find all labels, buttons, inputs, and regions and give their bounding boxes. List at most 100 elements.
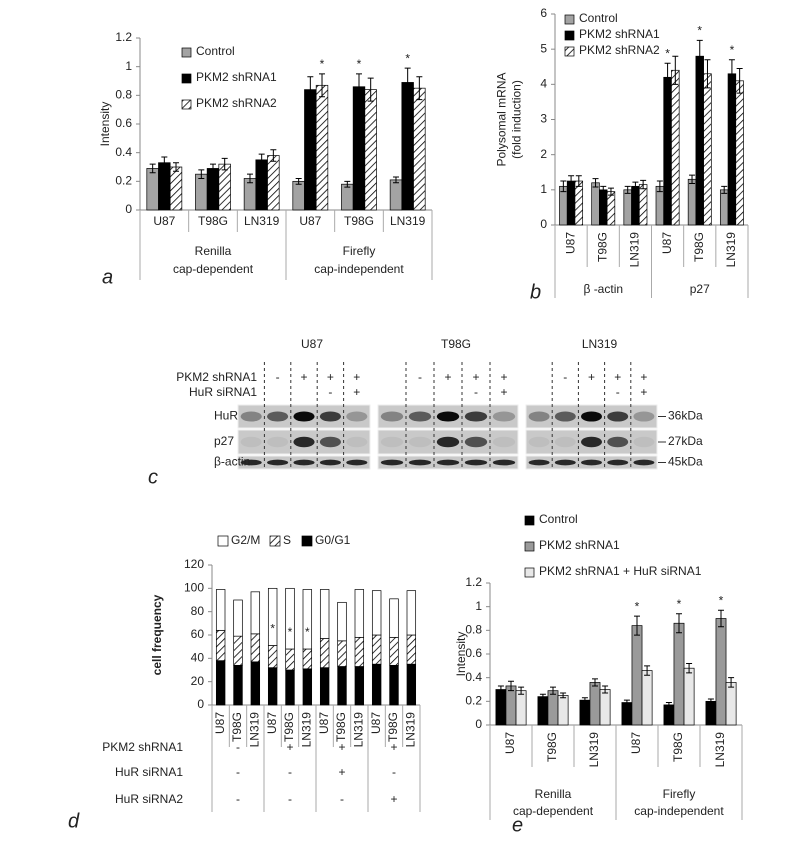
error-bar (672, 55, 679, 85)
bar (515, 690, 527, 726)
bar-segment (406, 663, 417, 706)
bar-segment (215, 629, 226, 662)
error-bar (644, 665, 651, 676)
y-tick-label: 0.6 (115, 116, 132, 130)
error-bar (592, 678, 598, 687)
y-tick-label: 1 (125, 59, 132, 73)
condition-label: HuR siRNA1 (115, 765, 183, 779)
bar-segment (389, 598, 399, 638)
error-bar (344, 180, 351, 188)
condition-sign: + (390, 740, 397, 754)
error-bar (632, 181, 639, 192)
error-bar (696, 39, 703, 73)
legend-label: Control (579, 11, 618, 25)
y-tick-label: 0.8 (465, 623, 482, 637)
bar (537, 696, 549, 726)
y-tick-label: 1.2 (115, 30, 132, 44)
blot-band (380, 459, 404, 466)
x-tick-label: U87 (660, 232, 674, 254)
bar (195, 173, 208, 211)
x-tick-label: LN319 (587, 732, 601, 768)
significance-star: * (270, 622, 275, 636)
panel-label: e (512, 814, 523, 836)
y-tick-label: 0.4 (115, 145, 132, 159)
cell-line-label: U87 (301, 337, 323, 351)
legend-label: S (283, 533, 291, 547)
x-tick-label: T98G (344, 214, 374, 228)
x-tick-label: U87 (299, 214, 321, 228)
error-bar (607, 187, 614, 196)
blot-band (607, 411, 629, 422)
x-tick-label: U87 (563, 232, 577, 254)
bar (579, 699, 591, 726)
bar (146, 168, 159, 211)
legend-label: Control (539, 512, 578, 526)
x-tick-label: U87 (153, 214, 175, 228)
x-tick-label: U87 (317, 712, 331, 734)
error-bar (560, 180, 567, 193)
bar (725, 682, 737, 726)
error-bar (664, 62, 671, 92)
group-label: Renilla (535, 787, 572, 801)
x-tick-label: T98G (334, 712, 348, 742)
significance-star: * (305, 625, 310, 639)
x-tick-label: U87 (213, 712, 227, 734)
error-bar (356, 73, 362, 101)
sign: - (328, 385, 332, 399)
legend-label: PKM2 shRNA1 + HuR siRNA1 (539, 564, 702, 578)
group-label: Renilla (195, 244, 232, 258)
sign: + (614, 370, 621, 384)
group-label: β -actin (583, 282, 623, 296)
error-bar (634, 615, 640, 636)
bar-segment (319, 638, 330, 669)
y-axis-label: (fold induction) (510, 80, 524, 159)
sign: + (353, 385, 360, 399)
blot-band (408, 459, 432, 466)
significance-star: * (665, 46, 670, 60)
error-bar (416, 76, 423, 101)
x-tick-label: T98G (282, 712, 296, 742)
error-bar (600, 185, 607, 194)
panel-label: a (102, 266, 113, 288)
bar-segment (267, 587, 278, 646)
y-tick-label: 0 (475, 717, 482, 731)
blot-band (319, 459, 341, 466)
x-tick-label: LN319 (628, 232, 642, 268)
blot-band (581, 459, 602, 466)
bar (292, 180, 305, 211)
condition-sign: + (286, 740, 293, 754)
row-header: HuR siRNA1 (189, 385, 257, 399)
error-bar (161, 156, 168, 169)
x-tick-label: T98G (595, 232, 609, 262)
bar (735, 80, 744, 226)
y-tick-label: 0 (197, 697, 204, 711)
bar (687, 178, 697, 226)
bar-segment (215, 660, 226, 706)
error-bar (539, 693, 546, 700)
bar (719, 189, 729, 226)
y-tick-label: 20 (191, 674, 205, 688)
bar-segment (337, 640, 347, 667)
error-bar (246, 173, 253, 184)
bar-segment (389, 636, 399, 666)
error-bar (307, 76, 314, 103)
group-label: Firefly (663, 787, 696, 801)
y-tick-label: 3 (540, 112, 547, 126)
blot-band (633, 411, 655, 422)
x-tick-label: LN319 (404, 712, 418, 748)
significance-star: * (635, 599, 640, 613)
legend-swatch (301, 535, 313, 547)
blot-band (436, 459, 460, 466)
bar-segment (250, 661, 261, 706)
x-tick-label: U87 (369, 712, 383, 734)
x-tick-label: LN319 (244, 214, 280, 228)
error-bar (623, 699, 630, 706)
sign: - (563, 370, 567, 384)
blot-band (293, 411, 315, 422)
bar-segment (285, 669, 295, 706)
sign: + (353, 370, 360, 384)
blot-band (528, 411, 550, 422)
bar (304, 89, 317, 211)
sign: - (418, 370, 422, 384)
legend-label: PKM2 shRNA1 (196, 70, 277, 84)
